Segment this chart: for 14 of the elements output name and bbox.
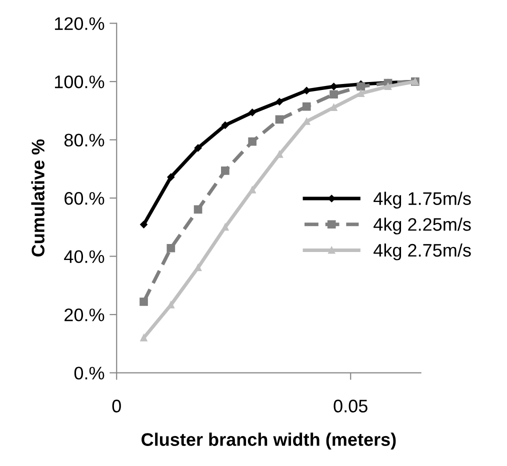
x-axis-title: Cluster branch width (meters) <box>142 432 396 450</box>
y-tick-label: 40.% <box>64 250 104 264</box>
y-axis-title: Cumulative % <box>31 139 44 256</box>
y-tick-label: 60.% <box>64 192 104 205</box>
y-tick-label: 80.% <box>64 134 104 147</box>
legend-label: 4kg 2.75m/s <box>374 243 471 260</box>
x-tick-label: 0 <box>112 400 121 412</box>
y-tick-label: 0.% <box>74 366 104 380</box>
y-tick-label: 120.% <box>54 17 104 30</box>
legend-label: 4kg 1.75m/s <box>374 192 471 209</box>
legend-label: 4kg 2.25m/s <box>374 218 471 234</box>
x-tick-label: 0.05 <box>334 400 368 412</box>
y-tick-label: 100.% <box>54 75 104 88</box>
y-tick-label: 20.% <box>64 308 104 322</box>
